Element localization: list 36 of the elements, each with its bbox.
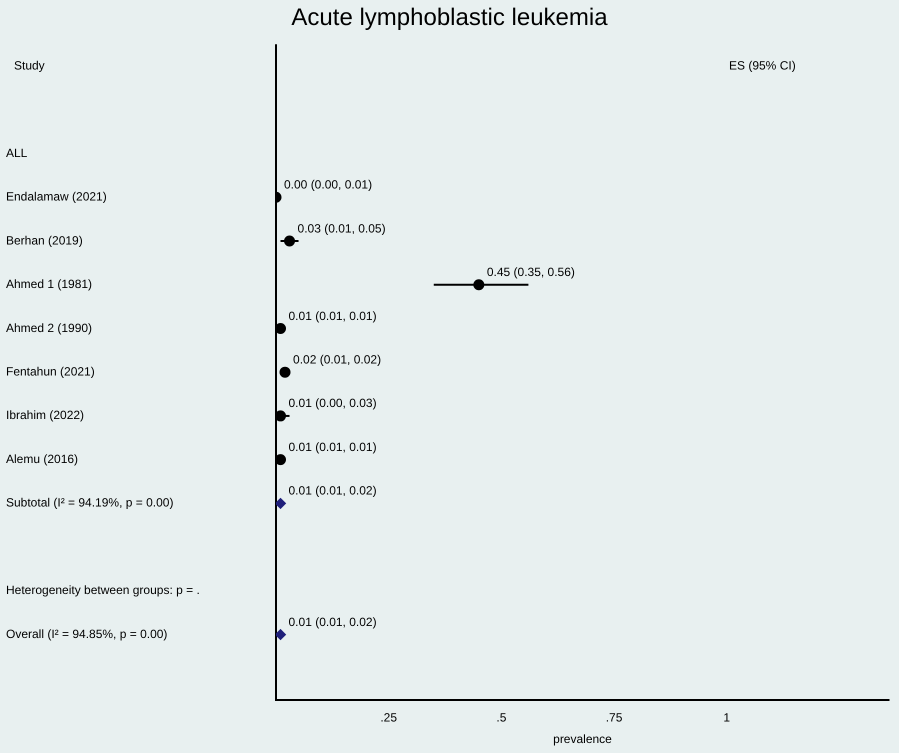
y-tick-label: Overall (I² = 94.85%, p = 0.00) [6,626,168,641]
point [276,454,286,466]
x-tick-label: .25 [380,710,398,725]
y-tick-label: Ibrahim (2022) [6,408,84,422]
x-tick-label: .75 [606,710,623,725]
point [473,279,484,290]
data-label: 0.01 (0.01, 0.02) [288,484,377,498]
x-axis-title: prevalence [553,732,612,746]
y-tick-label: Fentahun (2021) [6,364,95,379]
chart-title: Acute lymphoblastic leukemia [290,3,609,33]
y-tick-label: Heterogeneity between groups: p = . [6,583,200,598]
x-tick-label: .5 [496,710,507,725]
data-label: 0.01 (0.01, 0.02) [288,614,377,629]
y-tick-label: Alemu (2016) [6,452,78,466]
y-tick-label: Berhan (2019) [6,233,83,248]
y-tick-label: Endalamaw (2021) [6,190,107,204]
point [276,322,286,334]
data-label: 0.03 (0.01, 0.05) [298,221,386,236]
y-tick-label: ALL [6,146,28,160]
point [284,236,296,246]
x-tick-label: 1 [723,710,730,725]
data-label: 0.01 (0.00, 0.03) [288,396,377,410]
data-label: 0.00 (0.00, 0.01) [284,178,372,192]
data-label: 0.01 (0.01, 0.01) [288,308,377,323]
annotation: ES (95% CI) [729,58,796,72]
point [276,498,286,509]
text: Study [14,58,45,72]
y-tick-label: Ahmed 2 (1990) [6,320,92,335]
point [276,629,286,640]
point [280,366,291,378]
point [276,410,286,422]
y-tick-label: Ahmed 1 (1981) [6,277,92,292]
data-label: 0.02 (0.01, 0.02) [293,352,382,367]
data-label: 0.45 (0.35, 0.56) [486,265,575,280]
data-label: 0.01 (0.01, 0.01) [288,440,377,454]
y-tick-label: Subtotal (I² = 94.19%, p = 0.00) [6,496,174,510]
